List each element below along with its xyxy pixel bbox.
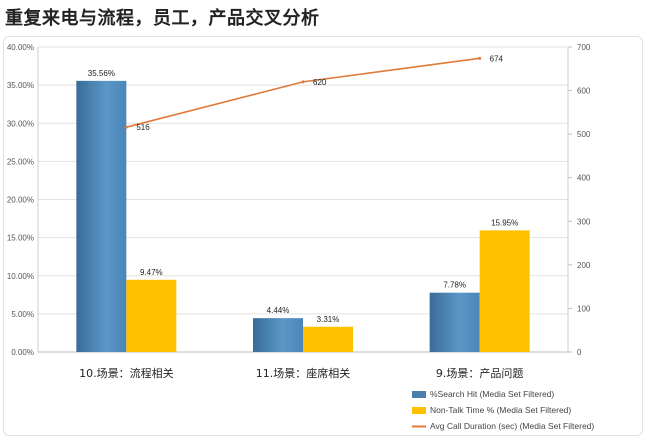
category-labels: 10.场景：流程相关 11.场景：座席相关 9.场景：产品问题 — [79, 366, 523, 380]
right-tick-label: 200 — [577, 261, 591, 270]
left-tick-label: 25.00% — [7, 157, 34, 166]
bar-data-label: 7.78% — [443, 281, 466, 290]
category-label: 10.场景：流程相关 — [79, 366, 174, 380]
left-tick-label: 10.00% — [7, 272, 34, 281]
bar-search-hit — [253, 318, 303, 352]
category-label: 9.场景：产品问题 — [436, 366, 524, 380]
bar-data-label: 4.44% — [267, 306, 290, 315]
legend-entry: Non-Talk Time % (Media Set Filtered) — [430, 405, 571, 415]
left-tick-label: 15.00% — [7, 234, 34, 243]
right-tick-label: 600 — [577, 87, 591, 96]
legend: %Search Hit (Media Set Filtered) Non-Talk… — [412, 389, 594, 431]
bar-non-talk-time — [126, 279, 177, 352]
avg-call-duration-line — [126, 57, 480, 128]
data-labels: 35.56% 4.44% 7.78% 9.47% 3.31% 15.95% 516 620 67… — [88, 54, 518, 323]
line-data-label: 674 — [490, 54, 504, 63]
bar-data-label: 15.95% — [491, 218, 518, 227]
legend-swatch — [412, 391, 426, 398]
right-tick-label: 300 — [577, 217, 591, 226]
left-axis: 0.00% 5.00% 10.00% 15.00% 20.00% 25.00% 30.00%… — [7, 43, 39, 357]
bar-data-label: 3.31% — [317, 315, 340, 324]
left-tick-label: 0.00% — [11, 348, 34, 357]
line-point — [124, 125, 128, 129]
right-axis: 0 100 200 300 400 500 600 700 — [567, 43, 591, 357]
line-point — [478, 56, 482, 60]
bar-non-talk-time — [479, 230, 530, 352]
right-tick-label: 0 — [577, 348, 582, 357]
right-tick-label: 100 — [577, 304, 591, 313]
left-tick-label: 40.00% — [7, 43, 34, 52]
line-series — [124, 56, 482, 129]
bars — [76, 80, 530, 352]
category-label: 11.场景：座席相关 — [256, 366, 351, 380]
bar-data-label: 35.56% — [88, 69, 115, 78]
right-tick-label: 500 — [577, 130, 591, 139]
page-title: 重复来电与流程，员工，产品交叉分析 — [5, 8, 320, 29]
bar-search-hit — [76, 80, 127, 352]
line-data-label: 516 — [136, 123, 150, 132]
left-tick-label: 30.00% — [7, 119, 34, 128]
chart-frame — [3, 36, 643, 436]
bar-non-talk-time — [303, 326, 353, 352]
line-point — [301, 80, 305, 84]
legend-entry: %Search Hit (Media Set Filtered) — [430, 389, 554, 399]
left-tick-label: 35.00% — [7, 81, 34, 90]
right-tick-label: 400 — [577, 174, 591, 183]
line-data-label: 620 — [313, 78, 327, 87]
left-tick-label: 5.00% — [11, 310, 34, 319]
bar-data-label: 9.47% — [140, 268, 163, 277]
left-tick-label: 20.00% — [7, 196, 34, 205]
bar-search-hit — [429, 292, 480, 352]
right-tick-label: 700 — [577, 43, 591, 52]
legend-swatch — [412, 407, 426, 414]
legend-entry: Avg Call Duration (sec) (Media Set Filte… — [430, 421, 594, 431]
